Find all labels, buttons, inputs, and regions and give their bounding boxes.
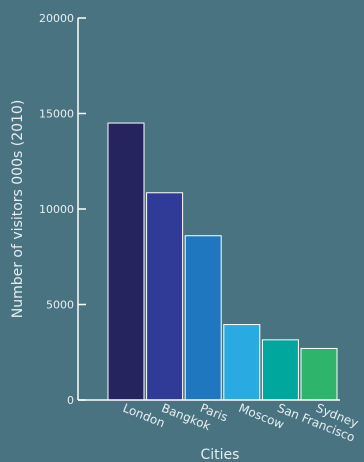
- y-axis-title: Number of visitors 000s (2010): [10, 100, 26, 319]
- y-tick-label: 20000: [39, 12, 74, 25]
- x-axis-title: Cities: [201, 447, 240, 462]
- bar-london: [107, 122, 145, 401]
- y-tick-label: 15000: [39, 108, 74, 121]
- bar-paris: [184, 235, 222, 401]
- bars-layer: [107, 122, 338, 401]
- bar-bangkok: [146, 192, 184, 401]
- bar-moscow: [223, 324, 261, 401]
- x-tick-label: London: [121, 401, 167, 430]
- bar-sydney: [300, 347, 338, 401]
- bar-san-francisco: [261, 339, 299, 401]
- y-tick-label: 5000: [46, 299, 74, 312]
- y-tick-label: 0: [67, 394, 74, 407]
- y-ticks-layer: 0 5000 10000 15000 20000: [39, 12, 86, 407]
- y-tick-label: 10000: [39, 203, 74, 216]
